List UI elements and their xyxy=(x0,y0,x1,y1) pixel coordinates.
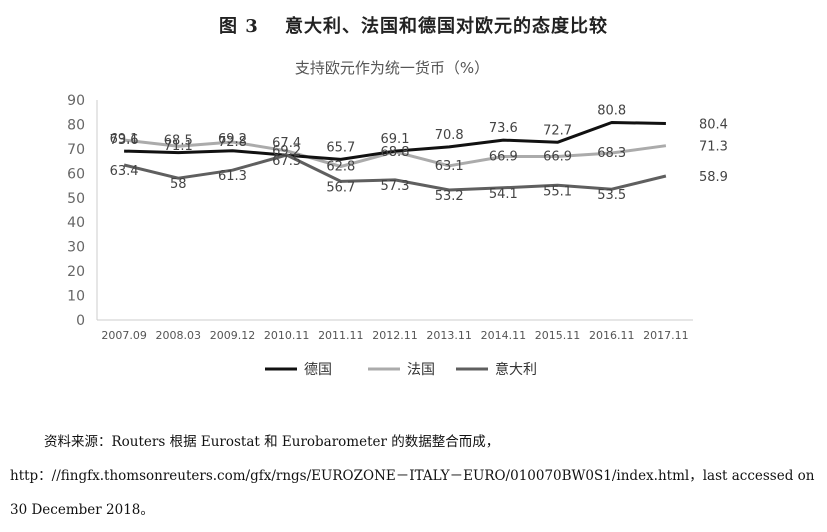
data-label-germany: 69.2 xyxy=(218,132,247,147)
x-tick-label: 2017.11 xyxy=(643,329,689,342)
x-tick-label: 2011.11 xyxy=(318,329,364,342)
y-tick-label: 30 xyxy=(67,240,85,256)
data-label-italy: 54.1 xyxy=(489,187,518,202)
data-label-germany: 73.6 xyxy=(489,121,518,136)
y-tick-label: 90 xyxy=(67,93,85,109)
x-tick-label: 2013.11 xyxy=(426,329,472,342)
x-tick-label: 2014.11 xyxy=(481,329,527,342)
data-label-germany: 65.7 xyxy=(326,140,355,155)
y-tick-label: 80 xyxy=(67,117,85,133)
line-chart: 支持欧元作为统一货币（%） 0 10 20 30 40 50 60 70 80 90 2007.09… xyxy=(67,59,728,378)
legend-label-germany: 德国 xyxy=(304,362,332,378)
y-tick-label: 0 xyxy=(76,313,85,329)
data-label-germany: 72.7 xyxy=(543,123,572,138)
y-tick-label: 20 xyxy=(67,264,85,280)
y-tick-label: 60 xyxy=(67,166,85,182)
legend-label-france: 法国 xyxy=(407,362,435,378)
data-label-france: 68.3 xyxy=(597,146,626,161)
series-line-germany xyxy=(124,121,666,161)
data-label-france: 73.6 xyxy=(110,133,139,148)
data-label-germany: 80.4 xyxy=(699,117,728,132)
data-label-france: 69.2 xyxy=(272,144,301,159)
data-label-italy: 58 xyxy=(170,177,187,192)
data-label-germany: 68.5 xyxy=(164,134,193,149)
data-label-italy: 55.1 xyxy=(543,184,572,199)
x-tick-label: 2015.11 xyxy=(535,329,581,342)
data-label-italy: 58.9 xyxy=(699,170,728,185)
data-label-germany: 69.1 xyxy=(381,132,410,147)
data-label-france: 72.8 xyxy=(218,135,247,150)
legend-label-italy: 意大利 xyxy=(495,361,537,378)
data-label-france: 68.8 xyxy=(381,145,410,160)
data-label-france: 63.1 xyxy=(435,159,464,174)
data-label-france: 62.8 xyxy=(326,159,355,174)
data-label-germany: 69.1 xyxy=(110,132,139,147)
chart-title: 支持欧元作为统一货币（%） xyxy=(295,59,489,77)
data-label-italy: 63.4 xyxy=(110,164,139,179)
y-tick-label: 40 xyxy=(67,215,85,231)
data-label-italy: 61.3 xyxy=(218,169,247,184)
data-label-italy: 53.5 xyxy=(597,188,626,203)
x-tick-label: 2008.03 xyxy=(156,329,202,342)
x-tick-label: 2010.11 xyxy=(264,329,310,342)
data-label-italy: 57.3 xyxy=(381,179,410,194)
data-label-germany: 80.8 xyxy=(597,103,626,118)
data-label-france: 71.1 xyxy=(164,139,193,154)
data-label-italy: 53.2 xyxy=(435,189,464,204)
x-tick-label: 2009.12 xyxy=(210,329,256,342)
source-note: 资料来源：Routers 根据 Eurostat 和 Eurobarometer… xyxy=(10,434,815,518)
data-label-italy: 67.5 xyxy=(272,154,301,169)
figure-title: 图 3 意大利、法国和德国对欧元的态度比较 xyxy=(218,16,609,37)
x-tick-label: 2012.11 xyxy=(372,329,418,342)
data-label-italy: 56.7 xyxy=(326,180,355,195)
data-label-germany: 67.4 xyxy=(272,136,301,151)
y-tick-label: 50 xyxy=(67,191,85,207)
y-tick-label: 10 xyxy=(67,289,85,305)
data-label-france: 66.9 xyxy=(489,149,518,164)
series-line-italy xyxy=(123,153,667,192)
y-tick-label: 70 xyxy=(67,142,85,158)
data-label-france: 66.9 xyxy=(543,149,572,164)
data-label-germany: 70.8 xyxy=(435,128,464,143)
x-tick-label: 2007.09 xyxy=(101,329,147,342)
data-label-france: 71.3 xyxy=(699,140,728,155)
x-tick-label: 2016.11 xyxy=(589,329,635,342)
